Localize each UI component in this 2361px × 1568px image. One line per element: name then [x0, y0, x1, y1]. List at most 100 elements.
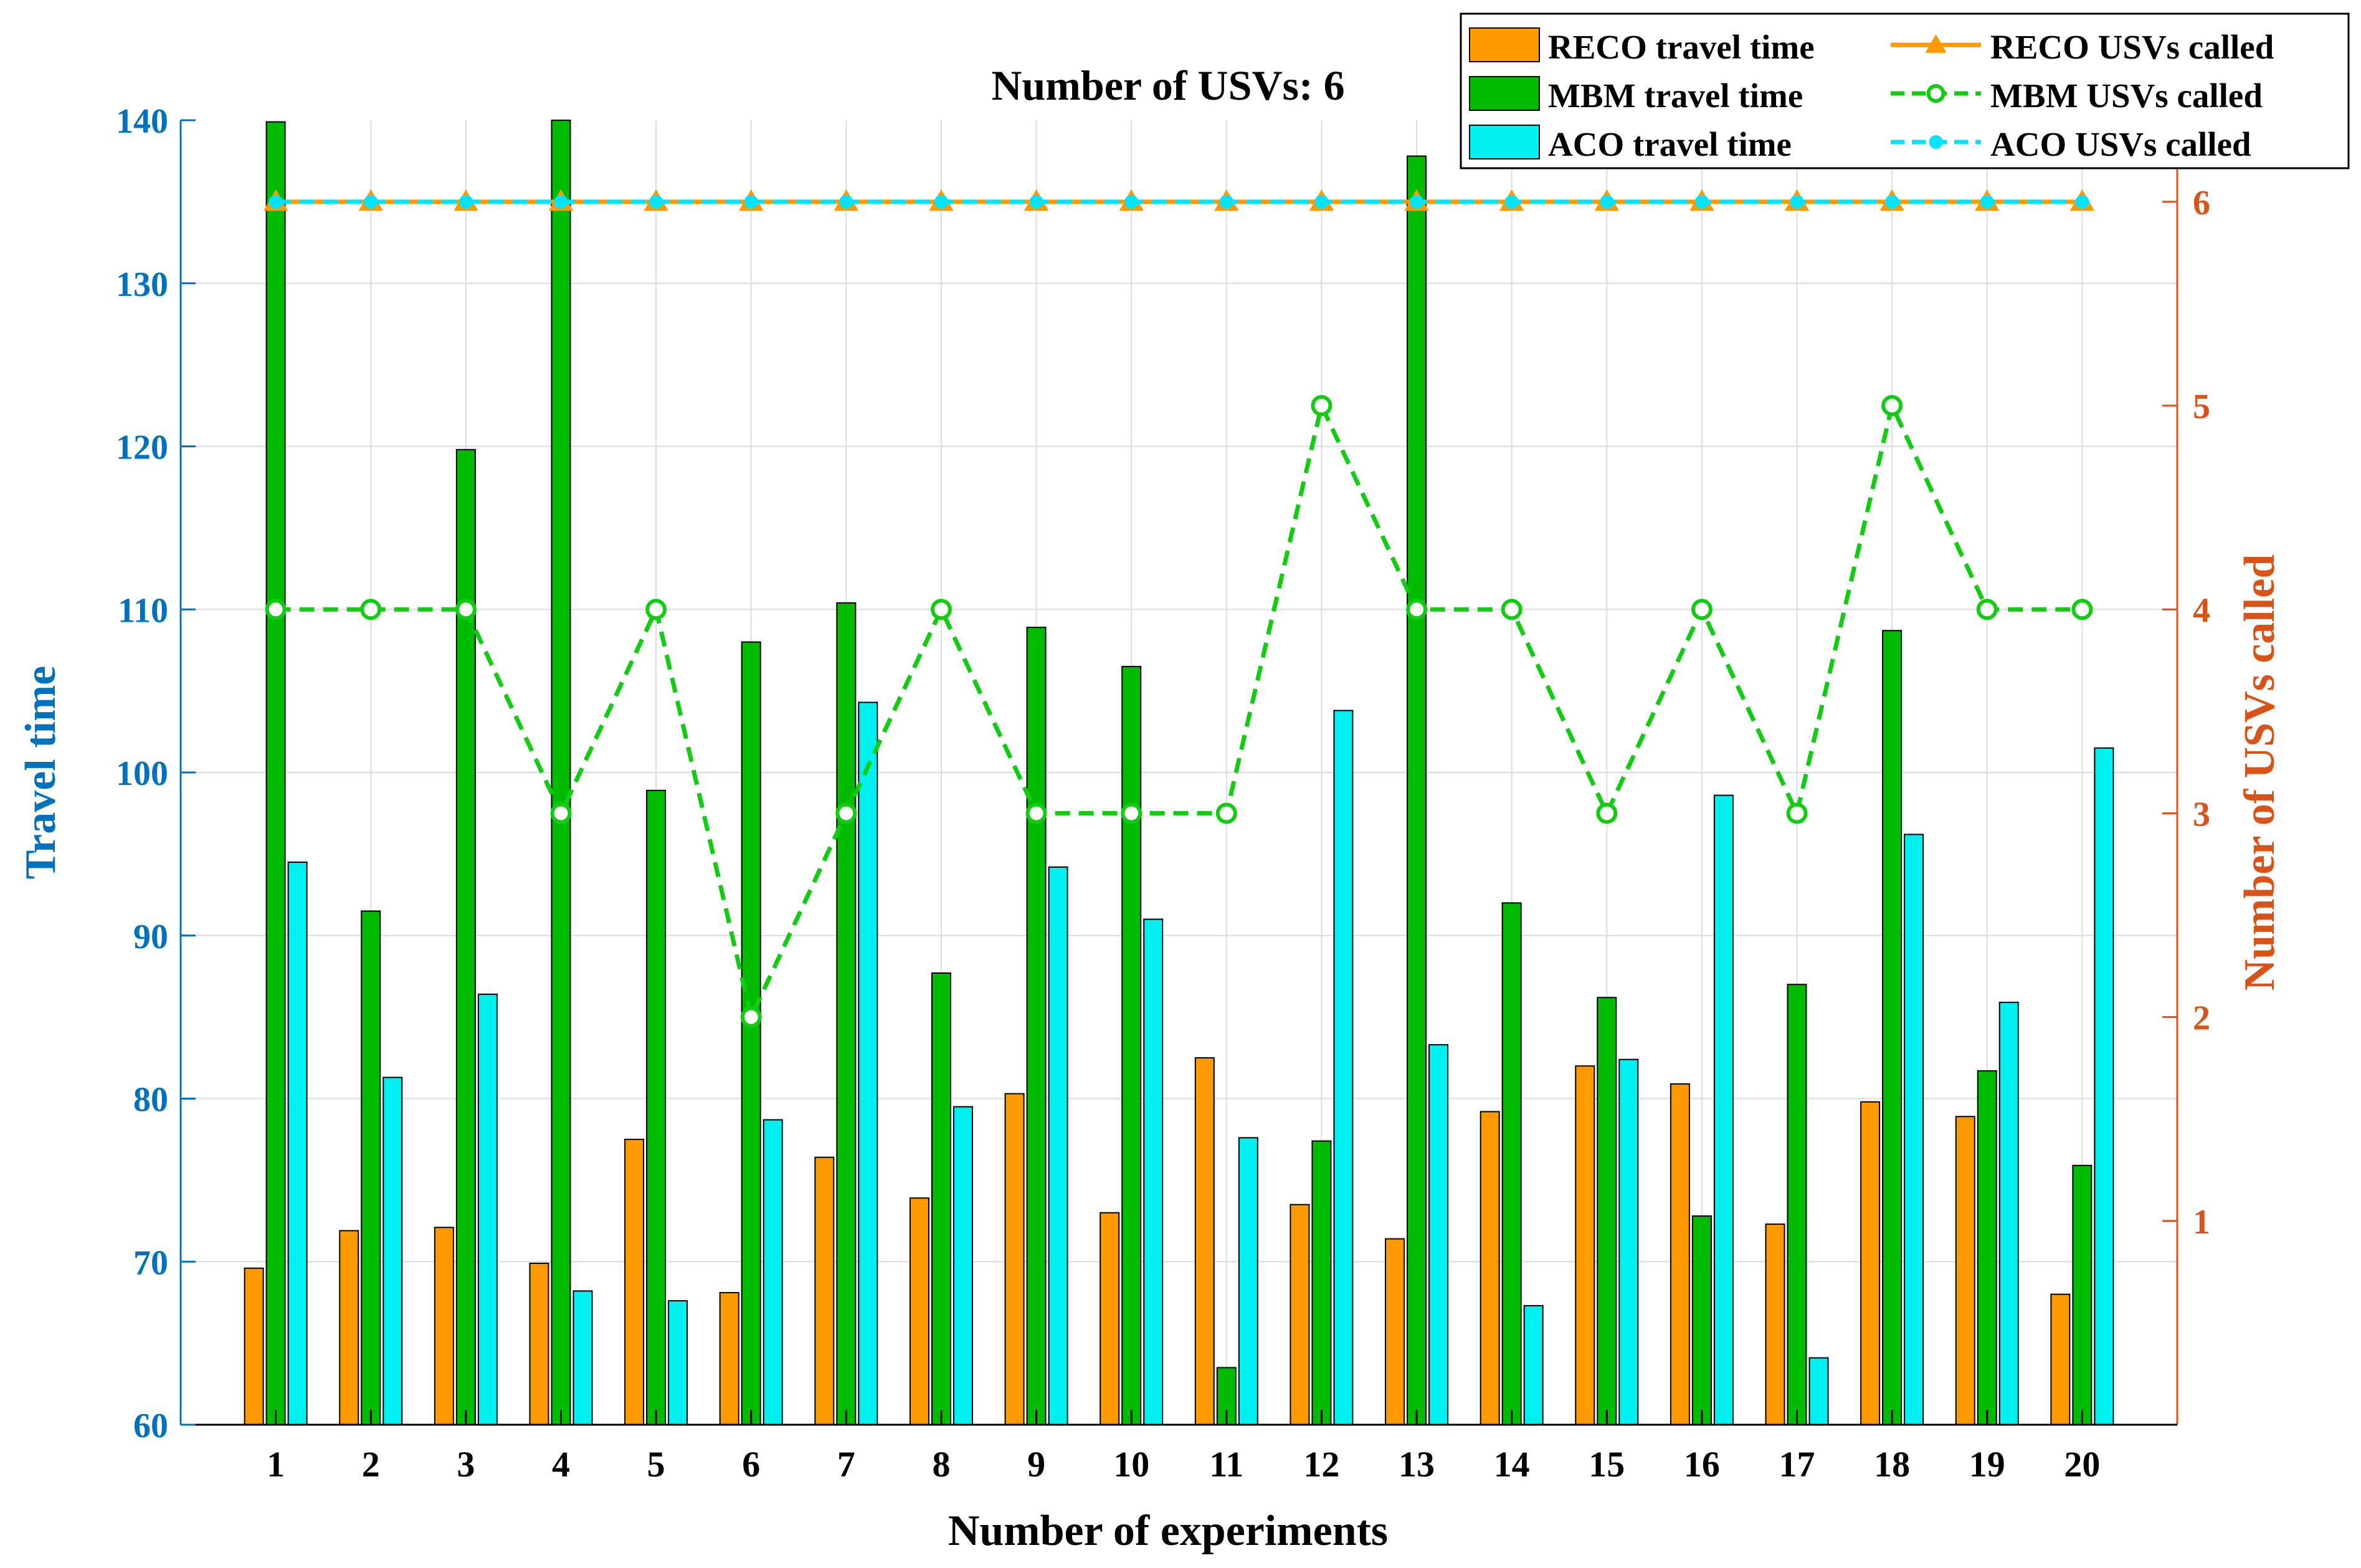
- line-marker: [1980, 194, 1994, 209]
- bar: [551, 120, 571, 1425]
- bar: [1998, 1002, 2019, 1425]
- y-axis-label-left: Travel time: [17, 666, 65, 880]
- bar: [1290, 1204, 1310, 1425]
- x-tick-label: 16: [1684, 1444, 1720, 1485]
- bar: [719, 1291, 739, 1425]
- x-tick-label: 14: [1494, 1444, 1530, 1485]
- y-tick-label-right: 2: [2193, 999, 2210, 1038]
- line-marker: [1976, 599, 1998, 620]
- bar: [339, 1230, 359, 1425]
- bar: [572, 1290, 593, 1425]
- line-marker: [1881, 395, 1903, 417]
- y-tick-label-left: 90: [133, 918, 168, 956]
- legend-box: [1460, 12, 2350, 169]
- line-marker: [744, 194, 758, 209]
- line-marker: [1121, 802, 1142, 824]
- line-marker: [1691, 599, 1713, 620]
- line-marker: [458, 194, 473, 209]
- bar: [814, 1156, 835, 1425]
- x-tick-label: 6: [742, 1444, 760, 1485]
- line-marker: [1790, 194, 1804, 209]
- x-tick-label: 4: [552, 1444, 570, 1485]
- bar: [434, 1227, 454, 1425]
- line-marker: [839, 194, 853, 209]
- bar: [1575, 1065, 1595, 1425]
- legend-label: MBM travel time: [1548, 77, 1803, 115]
- x-tick-label: 20: [2064, 1444, 2100, 1485]
- x-axis-label: Number of experiments: [948, 1507, 1388, 1555]
- x-tick-label: 10: [1113, 1444, 1149, 1485]
- bar: [529, 1262, 549, 1426]
- legend-marker: [1926, 84, 1945, 103]
- line-marker: [1501, 599, 1523, 620]
- line-marker: [934, 194, 948, 209]
- line-marker: [835, 802, 857, 824]
- bar: [1407, 155, 1427, 1426]
- bar: [1238, 1137, 1258, 1425]
- bars: [244, 120, 2114, 1426]
- line-marker: [1314, 194, 1329, 209]
- bar: [382, 1076, 403, 1426]
- bar: [1143, 918, 1164, 1425]
- bar: [1765, 1224, 1785, 1425]
- bar: [1004, 1093, 1025, 1425]
- legend: RECO travel time MBM travel time ACO trave…: [1460, 12, 2350, 169]
- x-tick-label: 17: [1779, 1444, 1815, 1485]
- line-marker: [1311, 395, 1333, 417]
- y-tick-label-left: 100: [116, 754, 168, 793]
- bar: [668, 1300, 688, 1426]
- bar: [1955, 1116, 1975, 1425]
- y-tick-label-left: 70: [133, 1243, 168, 1282]
- line-marker: [268, 194, 283, 209]
- y-tick-label-right: 3: [2193, 795, 2210, 834]
- line-marker: [1786, 802, 1808, 824]
- bar: [741, 641, 761, 1425]
- line-marker: [1504, 194, 1519, 209]
- legend-marker: [1925, 34, 1947, 53]
- bar: [2072, 1164, 2093, 1425]
- y-tick-label-right: 5: [2193, 387, 2210, 426]
- x-tick-label: 12: [1303, 1444, 1339, 1485]
- bar: [646, 789, 667, 1425]
- bar: [1311, 1140, 1332, 1426]
- legend-swatch: [1469, 125, 1540, 159]
- bar: [1194, 1057, 1215, 1425]
- bar: [1860, 1101, 1881, 1425]
- bar: [836, 602, 857, 1425]
- bar: [1977, 1070, 1997, 1425]
- bar: [1618, 1058, 1639, 1426]
- line-marker: [364, 194, 378, 209]
- bar: [287, 861, 308, 1425]
- y-tick-label-left: 140: [116, 102, 168, 141]
- line-marker: [554, 194, 568, 209]
- line-marker: [2075, 194, 2089, 209]
- line-marker: [1885, 194, 1899, 209]
- x-tick-label: 15: [1589, 1444, 1625, 1485]
- bar: [1808, 1357, 1829, 1426]
- line-marker: [2071, 599, 2093, 620]
- legend-label: ACO travel time: [1548, 125, 1792, 163]
- bar: [762, 1119, 783, 1425]
- line-marker: [1124, 194, 1139, 209]
- line-marker: [1029, 194, 1043, 209]
- bar: [952, 1106, 973, 1426]
- line-marker: [1406, 599, 1428, 620]
- x-tick-label: 9: [1027, 1444, 1045, 1485]
- legend-label: RECO USVs called: [1990, 28, 2274, 66]
- line-marker: [645, 599, 667, 620]
- bar: [1333, 710, 1354, 1425]
- bar: [1713, 794, 1734, 1425]
- x-tick-label: 3: [457, 1444, 475, 1485]
- bar: [1026, 627, 1047, 1425]
- bar: [2094, 747, 2114, 1425]
- line-marker: [930, 599, 952, 620]
- line-marker: [1215, 802, 1237, 824]
- x-tick-label: 2: [362, 1444, 380, 1485]
- y-tick-label-left: 80: [133, 1081, 168, 1119]
- bar: [624, 1138, 645, 1425]
- y-tick-label-left: 60: [133, 1407, 168, 1445]
- x-tick-label: 8: [932, 1444, 950, 1485]
- line-marker: [1025, 802, 1047, 824]
